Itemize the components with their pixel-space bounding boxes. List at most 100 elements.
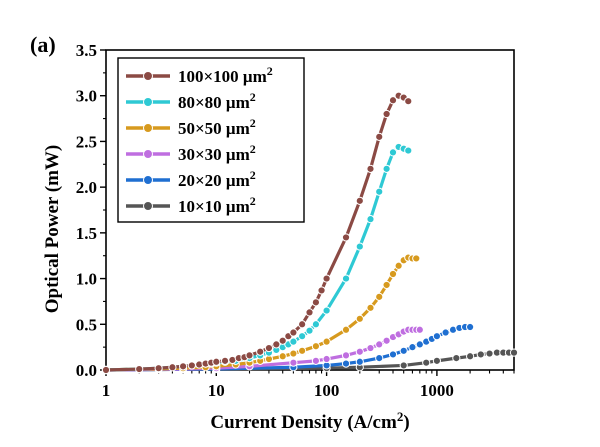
legend-label: 10×10 μm2	[178, 194, 256, 216]
legend-swatch-marker	[143, 149, 153, 159]
data-point	[311, 342, 321, 351]
data-point	[341, 233, 351, 242]
legend-label: 100×100 μm2	[178, 64, 273, 86]
data-point	[278, 352, 287, 361]
data-point	[272, 340, 281, 349]
legend-box	[117, 57, 305, 223]
legend-swatch-marker	[143, 123, 153, 133]
legend-swatch-marker	[143, 97, 153, 107]
data-point	[298, 320, 307, 329]
data-point	[404, 146, 413, 155]
data-point	[341, 274, 351, 283]
data-point	[220, 356, 230, 365]
data-point	[476, 350, 485, 359]
y-tick-label: 2.0	[76, 178, 97, 197]
data-point	[382, 164, 391, 173]
data-point	[305, 326, 314, 335]
data-point	[322, 274, 331, 283]
data-point	[452, 354, 461, 363]
data-point	[355, 347, 364, 356]
data-point	[388, 269, 398, 279]
data-point	[422, 358, 431, 367]
data-point	[415, 325, 424, 334]
data-point	[168, 363, 177, 372]
data-point	[404, 97, 413, 106]
data-point	[399, 346, 408, 355]
data-point	[341, 325, 351, 334]
data-point	[264, 343, 274, 353]
x-tick-label: 10	[208, 381, 225, 400]
data-point	[245, 351, 254, 360]
axes: 0.0 0.5 1.0 1.5 2.0 2.5 3.0 3.5 1 10 100 1000	[76, 41, 515, 400]
data-point	[298, 332, 307, 341]
legend-label: 80×80 μm2	[178, 90, 256, 112]
data-point	[322, 306, 331, 315]
data-point	[509, 348, 519, 357]
data-point	[317, 286, 326, 295]
x-tick-label: 1	[102, 381, 111, 400]
x-tick-label: 100	[314, 381, 340, 400]
x-tick-label: 1000	[420, 381, 454, 400]
y-tick-label: 0.5	[76, 315, 97, 334]
data-point	[289, 337, 298, 346]
data-point	[366, 343, 375, 353]
data-point	[366, 215, 375, 224]
legend-item: 50×50 μm2	[126, 116, 256, 138]
data-point	[289, 349, 298, 358]
data-point	[322, 354, 331, 364]
data-point	[135, 364, 144, 374]
data-point	[375, 354, 384, 363]
data-point	[382, 336, 391, 345]
legend-label: 20×20 μm2	[178, 168, 256, 190]
data-point	[394, 261, 403, 270]
data-point	[388, 96, 398, 105]
data-point	[341, 359, 351, 368]
data-point	[432, 356, 442, 365]
legend-item: 30×30 μm2	[126, 142, 256, 164]
data-point	[375, 292, 384, 301]
data-point	[441, 328, 450, 337]
y-tick-label: 3.5	[76, 41, 97, 60]
data-point	[485, 349, 494, 358]
legend-item: 20×20 μm2	[126, 168, 256, 190]
y-tick-label: 0.0	[76, 361, 97, 380]
data-point	[412, 254, 421, 263]
data-point	[101, 365, 111, 375]
data-point	[298, 346, 307, 355]
data-point	[366, 164, 375, 173]
data-point	[388, 350, 398, 359]
data-point	[311, 298, 321, 307]
y-tick-label: 1.0	[76, 270, 97, 289]
data-point	[289, 358, 298, 367]
data-point	[341, 351, 351, 360]
legend-swatch-marker	[143, 71, 153, 81]
data-point	[408, 343, 417, 352]
data-point	[382, 280, 391, 290]
data-point	[311, 320, 321, 329]
y-tick-label: 1.5	[76, 224, 97, 243]
data-point	[256, 347, 265, 356]
legend-label: 50×50 μm2	[178, 116, 256, 138]
data-point	[366, 303, 375, 312]
data-point	[375, 187, 384, 196]
data-point	[466, 322, 475, 332]
data-point	[278, 336, 287, 345]
data-point	[388, 148, 398, 157]
data-point	[322, 337, 331, 346]
legend: 100×100 μm2 80×80 μm2 50×50 μm2 30×30 μm2 20…	[117, 57, 305, 223]
data-point	[399, 361, 408, 370]
y-axis-label: Optical Power (mW)	[42, 145, 63, 314]
legend-label: 30×30 μm2	[178, 142, 256, 164]
data-point	[375, 132, 384, 141]
data-point	[466, 352, 475, 361]
legend-item: 80×80 μm2	[126, 90, 256, 112]
data-point	[355, 196, 364, 205]
panel-label: (a)	[30, 32, 56, 57]
data-point	[289, 328, 298, 337]
data-point	[187, 361, 196, 370]
data-point	[432, 332, 442, 341]
series-100-100-m	[101, 91, 413, 375]
data-point	[154, 364, 163, 373]
legend-item: 10×10 μm2	[126, 194, 256, 216]
